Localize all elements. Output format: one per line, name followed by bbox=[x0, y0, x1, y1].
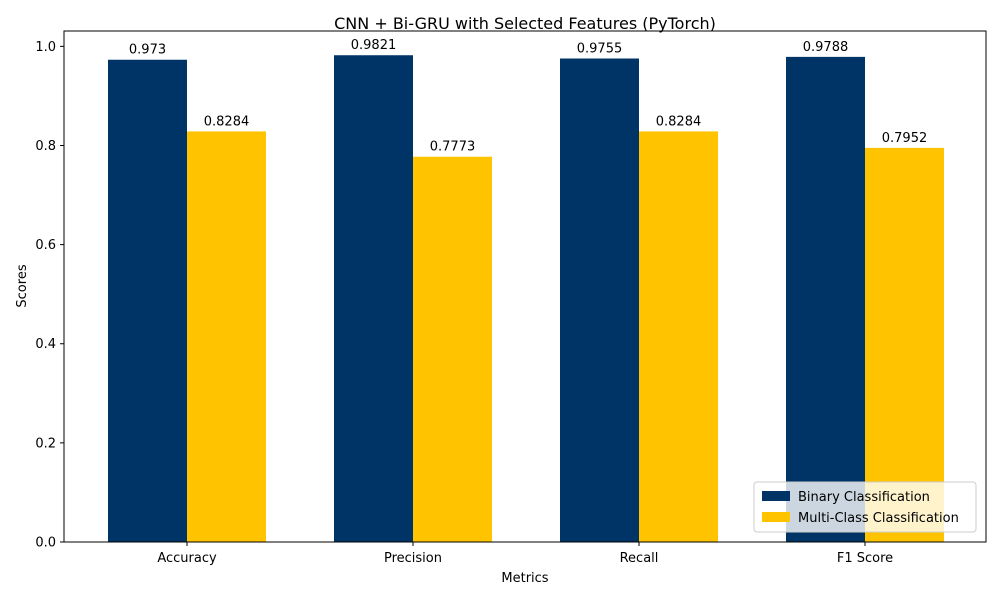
x-tick-label: Accuracy bbox=[157, 551, 217, 566]
bar-value-label: 0.9821 bbox=[351, 38, 397, 53]
y-tick-label: 0.6 bbox=[35, 238, 56, 253]
legend-swatch bbox=[762, 491, 790, 501]
bar-labels-layer: 0.973 0.8284 0.9821 0.7773 0.9755 0.8284 0.978… bbox=[129, 38, 927, 155]
bar-value-label: 0.9788 bbox=[803, 40, 849, 55]
x-axis: Accuracy Precision Recall F1 Score bbox=[157, 542, 893, 566]
bar-value-label: 0.9755 bbox=[577, 42, 623, 57]
y-axis: 0.0 0.2 0.4 0.6 0.8 1.0 bbox=[35, 40, 64, 551]
legend-swatch bbox=[762, 512, 790, 522]
legend-box bbox=[753, 481, 977, 533]
bar-f1-score-series-2 bbox=[865, 147, 944, 543]
legend-label: Binary Classification bbox=[798, 490, 930, 505]
bar-f1-score-series-1 bbox=[786, 56, 865, 542]
y-tick-label: 0.8 bbox=[35, 139, 56, 154]
x-tick-label: F1 Score bbox=[837, 551, 893, 566]
bar-value-label: 0.7773 bbox=[430, 140, 476, 155]
plot-frame bbox=[63, 30, 987, 543]
bar-accuracy-series-1 bbox=[108, 59, 187, 542]
bar-value-label: 0.8284 bbox=[204, 114, 250, 129]
bar-precision-series-2 bbox=[413, 156, 492, 542]
x-tick-label: Precision bbox=[384, 551, 442, 566]
bar-accuracy-series-2 bbox=[187, 131, 266, 542]
y-tick-label: 0.0 bbox=[35, 536, 56, 551]
y-tick-label: 0.4 bbox=[35, 337, 56, 352]
bar-precision-series-1 bbox=[334, 55, 413, 542]
bar-value-label: 0.8284 bbox=[656, 114, 702, 129]
bars-layer bbox=[108, 55, 944, 543]
bar-recall-series-2 bbox=[639, 131, 718, 542]
chart-title: CNN + Bi-GRU with Selected Features (PyT… bbox=[334, 14, 716, 33]
y-tick-label: 0.2 bbox=[35, 436, 56, 451]
x-axis-label: Metrics bbox=[501, 571, 548, 586]
legend-label: Multi-Class Classification bbox=[798, 511, 959, 526]
y-tick-label: 1.0 bbox=[35, 40, 56, 55]
x-tick-label: Recall bbox=[620, 551, 659, 566]
bar-value-label: 0.7952 bbox=[882, 131, 928, 146]
legend: Binary Classification Multi-Class Classif… bbox=[753, 481, 977, 533]
y-axis-label: Scores bbox=[15, 264, 30, 307]
bar-recall-series-1 bbox=[560, 58, 639, 543]
bar-value-label: 0.973 bbox=[129, 43, 166, 58]
